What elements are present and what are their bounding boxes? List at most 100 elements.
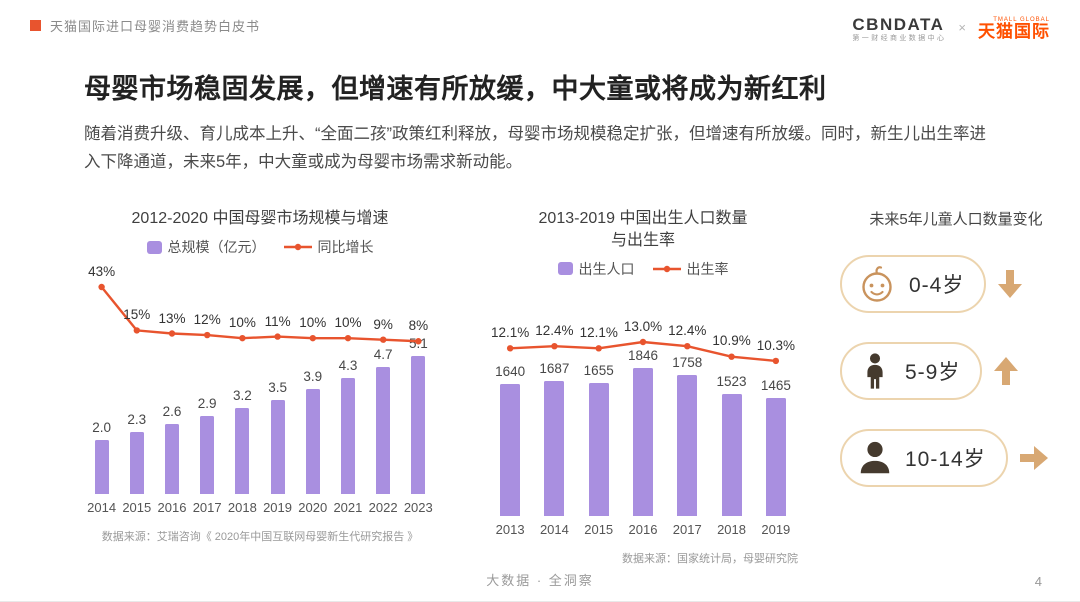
line-value-label: 12.1%: [579, 324, 618, 340]
x-axis-label: 2019: [761, 521, 791, 537]
trend-line: [98, 283, 422, 345]
market-scale-chart: 2012-2020 中国母婴市场规模与增速 总规模（亿元） 同比增长 2.0 2.…: [80, 208, 440, 565]
x-axis-label: 2016: [157, 500, 187, 516]
panel-title: 未来5年儿童人口数量变化: [869, 211, 1043, 229]
x-axis-label: 2017: [192, 500, 222, 516]
x-axis-label: 2022: [368, 500, 398, 516]
line-value-label: 15%: [123, 307, 151, 323]
legend-label: 出生人口: [578, 260, 635, 277]
line-swatch-icon: [283, 242, 312, 252]
bar-value-label: 1523: [716, 373, 747, 389]
child-icon: [856, 352, 894, 390]
x-axis-label: 2013: [495, 521, 525, 537]
bar-value-label: 2.6: [162, 403, 182, 419]
x-axis-label: 2016: [628, 521, 658, 537]
birth-population-chart: 2013-2019 中国出生人口数量 与出生率 出生人口 出生率 1640 168…: [488, 208, 798, 565]
x-axis-label: 2020: [298, 500, 328, 516]
tmall-global-logo: TMALL GLOBAL 天猫国际: [978, 17, 1050, 41]
bar: [165, 423, 179, 495]
bar-value-label: 3.2: [233, 387, 252, 403]
trend-right-arrow: [1019, 446, 1048, 471]
line-value-label: 10%: [334, 315, 362, 331]
legend-item-line: 同比增长: [283, 237, 374, 257]
chart-title: 2012-2020 中国母婴市场规模与增速: [131, 210, 389, 228]
bar-value-label: 1687: [539, 360, 570, 376]
legend-item-line: 出生率: [652, 259, 729, 279]
cbndata-logo-text: CBNDATA: [852, 15, 945, 34]
age-group-label: 5-9岁: [905, 361, 961, 385]
x-axis-label: 2014: [87, 500, 117, 516]
bar-value-label: 1758: [672, 355, 703, 371]
bar: [588, 383, 609, 516]
x-axis-label: 2023: [403, 500, 433, 516]
bar: [270, 399, 285, 495]
x-axis-label: 2021: [333, 500, 363, 516]
bar-value-label: 1655: [583, 363, 614, 379]
bar-value-label: 4.3: [338, 357, 358, 373]
bar: [200, 415, 215, 495]
legend-label: 同比增长: [317, 239, 374, 256]
bar: [677, 375, 698, 516]
bar-swatch-icon: [557, 262, 573, 276]
bar: [376, 367, 391, 495]
chart-legend: 出生人口 出生率: [488, 260, 798, 278]
chart-source: 数据来源：艾瑞咨询《 2020年中国互联网母婴新生代研究报告 》: [101, 531, 419, 544]
bar-value-label: 1465: [760, 378, 791, 394]
age-group-list: 0-4岁 5-9岁 10-14岁: [840, 255, 1072, 488]
bar-value-label: 2.9: [197, 395, 217, 411]
bar-swatch-icon: [146, 240, 162, 254]
bar: [765, 398, 786, 516]
bar-value-label: 4.7: [373, 347, 393, 363]
header-logos: CBNDATA 第一财经商业数据中心 × TMALL GLOBAL 天猫国际: [852, 15, 1050, 42]
x-axis-label: 2019: [263, 500, 292, 516]
line-value-label: 13%: [158, 310, 186, 326]
teen-icon: [856, 439, 894, 477]
legend-item-bar: 总规模（亿元）: [146, 237, 266, 257]
logo-separator: ×: [958, 19, 966, 35]
age-group-label: 10-14岁: [905, 448, 986, 472]
bar: [721, 393, 742, 516]
bar-value-label: 2.0: [92, 420, 111, 436]
birth-population-xaxis: 2013 2014 2015 2016 2017 2018 2019: [488, 522, 798, 537]
line-value-label: 10.9%: [712, 333, 751, 349]
bar-value-label: 3.5: [268, 379, 287, 395]
x-axis-label: 2015: [122, 500, 152, 516]
legend-label: 出生率: [686, 260, 729, 277]
intro-paragraph: 随着消费升级、育儿成本上升、“全面二孩”政策红利释放，母婴市场规模稳定扩张，但增…: [84, 125, 986, 172]
line-value-label: 10%: [228, 315, 256, 331]
line-value-label: 12.4%: [668, 322, 707, 338]
line-value-label: 10.3%: [756, 337, 795, 353]
line-value-label: 8%: [408, 318, 429, 334]
bar: [305, 388, 320, 495]
age-group-label: 0-4岁: [909, 274, 965, 298]
bar: [411, 356, 426, 495]
birth-population-plot: 1640 1687 1655 1846 1758 1523 1465 12.1% 12.4% 12…: [488, 284, 798, 516]
line-value-label: 12.4%: [535, 322, 574, 338]
bar: [341, 377, 355, 495]
market-scale-xaxis: 2014 2015 2016 2017 2018 2019 2020 2021 2022 2023: [84, 500, 436, 515]
charts-row: 2012-2020 中国母婴市场规模与增速 总规模（亿元） 同比增长 2.0 2.…: [80, 208, 1080, 565]
brand-square-icon: [30, 20, 41, 31]
header-left: 天猫国际进口母婴消费趋势白皮书: [30, 16, 260, 35]
line-value-label: 11%: [264, 313, 291, 329]
line-swatch-icon: [652, 264, 681, 274]
x-axis-label: 2015: [584, 521, 614, 537]
legend-label: 总规模（亿元）: [167, 239, 266, 256]
bar-value-label: 2.3: [127, 411, 147, 427]
document-title: 天猫国际进口母婴消费趋势白皮书: [50, 19, 261, 34]
page-title: 母婴市场稳固发展，但增速有所放缓，中大童或将成为新红利: [84, 74, 827, 105]
future-children-panel: 未来5年儿童人口数量变化 0-4岁 5-9岁 10-14岁: [840, 208, 1072, 565]
age-group-row: 5-9岁: [840, 342, 1072, 401]
line-value-label: 10%: [299, 315, 327, 331]
legend-item-bar: 出生人口: [557, 259, 635, 279]
baby-icon: [856, 263, 898, 305]
trend-down-arrow: [998, 270, 1023, 299]
footer-caption: 大数据 · 全洞察: [486, 573, 594, 588]
age-group-capsule: 10-14岁: [840, 429, 1008, 488]
cbndata-logo: CBNDATA 第一财经商业数据中心: [852, 15, 946, 42]
bar: [235, 407, 250, 495]
chart-source: 数据来源：国家统计局，母婴研究院: [622, 552, 798, 565]
footer: 大数据 · 全洞察 4: [0, 570, 1080, 589]
x-axis-label: 2018: [227, 500, 257, 516]
age-group-row: 0-4岁: [840, 255, 1072, 314]
